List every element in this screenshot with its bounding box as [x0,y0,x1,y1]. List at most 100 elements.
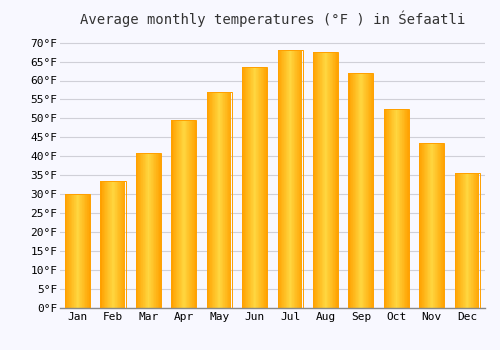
Bar [253,67,254,308]
Bar [366,73,367,308]
Bar [280,50,281,308]
Bar [177,120,178,308]
Bar [124,181,125,308]
Bar [362,73,363,308]
Bar [404,109,405,308]
Bar [156,153,157,308]
Bar [394,109,395,308]
Bar [437,143,438,308]
Bar [402,109,403,308]
Bar [472,173,473,308]
Bar [320,52,321,308]
Bar [419,143,420,308]
Bar [329,52,330,308]
Bar [185,120,186,308]
Bar [436,143,437,308]
Bar [184,120,185,308]
Bar [372,73,373,308]
Bar [398,109,399,308]
Bar [406,109,408,308]
Bar [401,109,402,308]
Bar [385,109,386,308]
Bar [103,181,104,308]
Bar [396,109,397,308]
Bar [208,92,209,308]
Bar [226,92,227,308]
Bar [460,173,461,308]
Bar [159,153,160,308]
Bar [149,153,150,308]
Bar [294,50,295,308]
Bar [109,181,110,308]
Bar [323,52,324,308]
Bar [278,50,280,308]
Bar [470,173,472,308]
Bar [228,92,229,308]
Bar [155,153,156,308]
Bar [147,153,148,308]
Bar [245,67,246,308]
Bar [154,153,155,308]
Bar [392,109,393,308]
Bar [209,92,210,308]
Bar [427,143,428,308]
Bar [139,153,140,308]
Bar [348,73,374,308]
Bar [224,92,226,308]
Bar [153,153,154,308]
Bar [464,173,465,308]
Bar [336,52,337,308]
Bar [181,120,182,308]
Bar [256,67,257,308]
Bar [286,50,287,308]
Bar [148,153,149,308]
Bar [122,181,124,308]
Bar [188,120,189,308]
Bar [284,50,285,308]
Bar [455,173,456,308]
Bar [332,52,333,308]
Bar [144,153,145,308]
Bar [288,50,290,308]
Bar [211,92,212,308]
Bar [395,109,396,308]
Bar [458,173,459,308]
Bar [145,153,146,308]
Bar [262,67,263,308]
Bar [191,120,192,308]
Bar [255,67,256,308]
Bar [100,181,126,308]
Bar [180,120,181,308]
Bar [365,73,366,308]
Bar [172,120,196,308]
Bar [479,173,480,308]
Bar [426,143,427,308]
Bar [114,181,116,308]
Bar [101,181,102,308]
Bar [405,109,406,308]
Bar [244,67,245,308]
Bar [118,181,119,308]
Bar [66,194,90,308]
Bar [313,52,338,308]
Bar [81,194,82,308]
Bar [363,73,364,308]
Bar [358,73,359,308]
Bar [117,181,118,308]
Bar [459,173,460,308]
Bar [227,92,228,308]
Bar [247,67,248,308]
Bar [357,73,358,308]
Bar [321,52,322,308]
Bar [318,52,319,308]
Bar [326,52,327,308]
Bar [74,194,75,308]
Bar [174,120,175,308]
Title: Average monthly temperatures (°F ) in Śefaatli: Average monthly temperatures (°F ) in Śe… [80,10,465,27]
Bar [384,109,385,308]
Bar [206,92,208,308]
Bar [287,50,288,308]
Bar [422,143,423,308]
Bar [251,67,252,308]
Bar [146,153,147,308]
